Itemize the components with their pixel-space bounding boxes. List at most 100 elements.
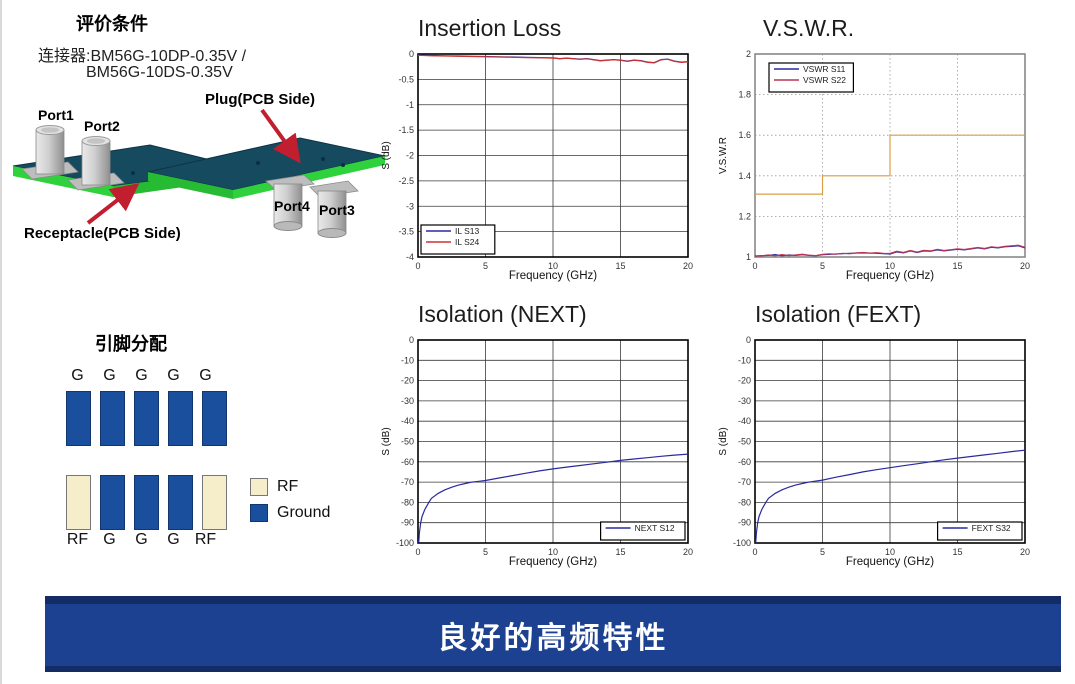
svg-text:1.4: 1.4 — [738, 171, 751, 181]
svg-text:S (dB): S (dB) — [381, 141, 392, 169]
insertion-loss-chart: 0-0.5-1-1.5-2-2.5-3-3.5-40 5 10 15 20Frequen… — [381, 49, 693, 282]
svg-text:-50: -50 — [401, 437, 414, 447]
svg-text:S (dB): S (dB) — [718, 427, 729, 455]
svg-text:-60: -60 — [738, 457, 751, 467]
svg-text:1: 1 — [746, 252, 751, 262]
svg-text:0: 0 — [415, 261, 420, 271]
svg-text:-1: -1 — [406, 100, 414, 110]
svg-text:-20: -20 — [401, 376, 414, 386]
pin-label: RF — [66, 531, 89, 548]
pin-label: G — [103, 531, 116, 548]
ground-pin — [134, 391, 159, 446]
pin-top-row — [66, 391, 227, 446]
pin-assignment-title: 引脚分配 — [95, 334, 167, 354]
pin-label: RF — [194, 531, 217, 548]
pin-legend: RF Ground — [250, 478, 330, 530]
svg-text:2: 2 — [746, 49, 751, 59]
svg-text:VSWR S11: VSWR S11 — [803, 64, 846, 74]
svg-text:-70: -70 — [738, 477, 751, 487]
evaluation-conditions-title: 评价条件 — [76, 14, 148, 34]
svg-text:10: 10 — [548, 547, 558, 557]
svg-text:-60: -60 — [401, 457, 414, 467]
svg-text:-70: -70 — [401, 477, 414, 487]
svg-text:5: 5 — [820, 547, 825, 557]
connector-3d-drawing — [12, 108, 386, 238]
insertion-loss-chart-block: Insertion Loss 0 -0.5 -1 -1.5 -2 -2.5 -3 -3.5 -4… — [380, 12, 712, 296]
ground-pin — [168, 475, 193, 530]
pin-label: G — [135, 531, 148, 548]
pin-label: G — [167, 367, 180, 384]
receptacle-label: Receptacle(PCB Side) — [24, 225, 181, 242]
svg-text:-2.5: -2.5 — [398, 176, 414, 186]
svg-text:FEXT S32: FEXT S32 — [972, 523, 1011, 533]
pin-label: G — [103, 367, 116, 384]
pin-bottom-labels: RF G G G RF — [66, 531, 217, 549]
svg-text:-90: -90 — [738, 518, 751, 528]
svg-text:5: 5 — [483, 261, 488, 271]
svg-text:-100: -100 — [396, 538, 414, 548]
svg-text:0: 0 — [746, 335, 751, 345]
svg-text:-2: -2 — [406, 151, 414, 161]
plug-arrow — [260, 108, 301, 164]
svg-text:IL S13: IL S13 — [455, 226, 480, 236]
svg-text:15: 15 — [952, 547, 962, 557]
port3-label: Port3 — [319, 202, 355, 218]
port2-label: Port2 — [84, 118, 120, 134]
svg-text:0: 0 — [752, 547, 757, 557]
plug-board — [147, 137, 386, 199]
svg-text:-40: -40 — [401, 416, 414, 426]
pin-label: G — [167, 531, 180, 548]
svg-text:-3.5: -3.5 — [398, 227, 414, 237]
connector-model-line2: BM56G-10DS-0.35V — [86, 64, 233, 81]
svg-text:-50: -50 — [738, 437, 751, 447]
svg-text:Frequency (GHz): Frequency (GHz) — [846, 556, 934, 568]
pin-legend-rf: RF — [250, 478, 330, 496]
insertion-loss-title: Insertion Loss — [418, 15, 562, 41]
ground-pin — [66, 391, 91, 446]
svg-text:15: 15 — [615, 261, 625, 271]
svg-text:5: 5 — [820, 261, 825, 271]
svg-text:Frequency (GHz): Frequency (GHz) — [509, 556, 597, 568]
svg-text:IL S24: IL S24 — [455, 237, 480, 247]
port1-connector — [21, 125, 79, 180]
ground-pin — [100, 475, 125, 530]
svg-text:V.S.W.R: V.S.W.R — [718, 137, 729, 174]
receptacle-arrow — [86, 183, 140, 225]
svg-text:20: 20 — [683, 547, 693, 557]
ground-pin — [100, 391, 125, 446]
svg-text:-20: -20 — [738, 376, 751, 386]
svg-text:0: 0 — [415, 547, 420, 557]
svg-text:-4: -4 — [406, 252, 414, 262]
svg-text:5: 5 — [483, 547, 488, 557]
isolation-fext-title: Isolation (FEXT) — [755, 301, 922, 327]
vswr-title: V.S.W.R. — [763, 15, 855, 41]
svg-text:10: 10 — [548, 261, 558, 271]
svg-text:-80: -80 — [401, 497, 414, 507]
pin-label: G — [71, 367, 84, 384]
page-left-border — [0, 0, 2, 684]
svg-text:-30: -30 — [738, 396, 751, 406]
svg-text:-40: -40 — [738, 416, 751, 426]
rf-pin — [202, 475, 227, 530]
svg-text:-1.5: -1.5 — [398, 125, 414, 135]
plug-label: Plug(PCB Side) — [205, 91, 316, 108]
conclusion-banner: 良好的高频特性 — [45, 596, 1061, 672]
svg-text:20: 20 — [1020, 261, 1030, 271]
svg-text:10: 10 — [885, 547, 895, 557]
svg-text:15: 15 — [952, 261, 962, 271]
pin-legend-ground: Ground — [250, 504, 330, 522]
svg-text:1.2: 1.2 — [738, 211, 751, 221]
svg-text:Frequency (GHz): Frequency (GHz) — [846, 270, 934, 282]
port1-label: Port1 — [38, 107, 74, 123]
svg-text:1.6: 1.6 — [738, 130, 751, 140]
svg-text:-90: -90 — [401, 518, 414, 528]
svg-text:15: 15 — [615, 547, 625, 557]
ground-swatch — [250, 504, 268, 522]
svg-text:-10: -10 — [401, 355, 414, 365]
svg-text:S (dB): S (dB) — [381, 427, 392, 455]
svg-text:-0.5: -0.5 — [398, 74, 414, 84]
port4-label: Port4 — [274, 198, 310, 214]
